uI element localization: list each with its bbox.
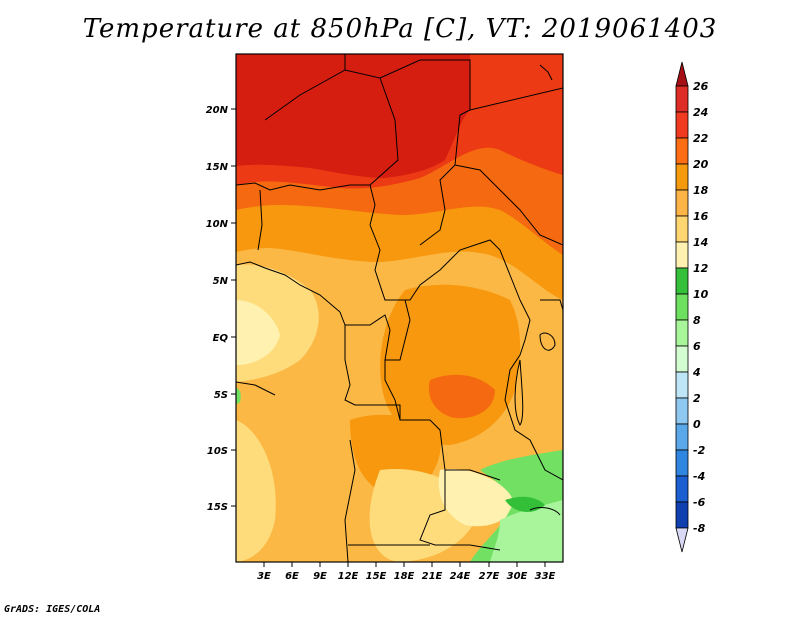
zone-22-basin [428, 374, 495, 419]
border-car [369, 224, 521, 301]
colorbar-label: 16 [693, 210, 709, 223]
colorbar-label: 6 [693, 340, 701, 353]
lat-label-10n: 10N [206, 219, 229, 230]
border-sudan [454, 164, 563, 246]
lat-axis: 20N 15N 10N 5N EQ 5S 10S 15S [206, 105, 236, 513]
colorbar-label: 20 [693, 158, 709, 171]
lake-victoria [539, 332, 556, 351]
colorbar-swatch [675, 475, 689, 503]
border-congo [339, 299, 411, 361]
border-egypt [469, 87, 563, 111]
colorbar-label: 8 [693, 314, 701, 327]
zone-10-coast [236, 388, 241, 404]
colorbar-swatch [675, 371, 689, 399]
border-angola-west [344, 439, 356, 562]
colorbar-label: 14 [693, 236, 708, 249]
colorbar-swatch [675, 189, 689, 217]
lon-label-18e: 18E [394, 571, 415, 582]
zone-14-south [438, 469, 520, 527]
border-gabon [344, 325, 356, 406]
temperature-field [236, 54, 563, 562]
border-drc-south [384, 360, 501, 481]
lon-label-6e: 6E [285, 571, 299, 582]
border-kenya [540, 299, 563, 311]
colorbar-swatch [675, 423, 689, 451]
lon-label-3e: 3E [257, 571, 271, 582]
lat-label-20n: 20N [206, 105, 229, 116]
colorbar-label: -2 [693, 444, 706, 457]
colorbar-swatch [675, 501, 689, 529]
colorbar-swatch [675, 449, 689, 477]
lon-label-30e: 30E [507, 571, 528, 582]
colorbar-swatch [675, 163, 689, 191]
colorbar-swatch [675, 267, 689, 295]
lon-axis: 3E 6E 9E 12E 15E 18E 21E 24E 27E 30E 33E [257, 562, 556, 582]
lat-label-15n: 15N [206, 162, 229, 173]
lake-tanganyika [514, 359, 524, 426]
lon-label-15e: 15E [366, 571, 387, 582]
colorbar-swatch [675, 241, 689, 269]
colorbar-label: 22 [693, 132, 709, 145]
border-angola-north [355, 404, 401, 420]
zone-26 [236, 54, 470, 178]
border-east [504, 299, 563, 481]
lon-label-33e: 33E [535, 571, 556, 582]
colorbar-arrow-top [675, 61, 689, 87]
border-nigeria-north [236, 182, 376, 226]
colorbar-label: 18 [693, 184, 709, 197]
colorbar-label: -6 [693, 496, 706, 509]
lat-label-5s: 5S [214, 390, 228, 401]
colorbar-swatch [675, 293, 689, 321]
border-coast-gulf [236, 261, 341, 313]
border-nile [539, 64, 553, 81]
lat-label-eq: EQ [213, 333, 229, 344]
country-borders [236, 54, 563, 562]
colorbar-swatch [675, 319, 689, 347]
colorbar-label: 26 [693, 80, 709, 93]
colorbar-label: 4 [692, 366, 701, 379]
zone-14-coast [236, 300, 280, 365]
colorbar-swatch [675, 137, 689, 165]
border-libya-chad [379, 59, 471, 246]
lon-label-27e: 27E [479, 571, 500, 582]
lat-label-5n: 5N [213, 276, 229, 287]
lake-malawi [529, 507, 561, 516]
colorbar-label: 24 [693, 106, 708, 119]
border-zambia [419, 470, 501, 551]
colorbar-swatch [675, 111, 689, 139]
colorbar-swatch [675, 345, 689, 373]
zone-16-southwest [236, 420, 276, 562]
colorbar-label: -8 [693, 522, 706, 535]
colorbar-label: -4 [693, 470, 705, 483]
map-frame [235, 53, 564, 563]
lon-label-9e: 9E [313, 571, 327, 582]
colorbar-swatch [675, 215, 689, 243]
colorbar-label: 12 [693, 262, 709, 275]
border-coast-south [236, 381, 276, 396]
colorbar-swatch [675, 397, 689, 425]
colorbar-label: 0 [693, 418, 701, 431]
lon-label-21e: 21E [422, 571, 443, 582]
colorbar-arrow-bottom [675, 527, 689, 553]
grads-credit: GrADS: IGES/COLA [4, 604, 101, 615]
zone-8 [490, 500, 563, 562]
colorbar-label: 2 [693, 392, 701, 405]
colorbar-swatch [675, 85, 689, 113]
lat-label-15s: 15S [207, 502, 228, 513]
colorbar-label: 10 [693, 288, 709, 301]
lat-label-10s: 10S [207, 446, 228, 457]
border-benin [257, 189, 263, 251]
lon-label-24e: 24E [450, 571, 471, 582]
page-title: Temperature at 850hPa [C], VT: 201906140… [82, 14, 718, 44]
lon-label-12e: 12E [338, 571, 359, 582]
